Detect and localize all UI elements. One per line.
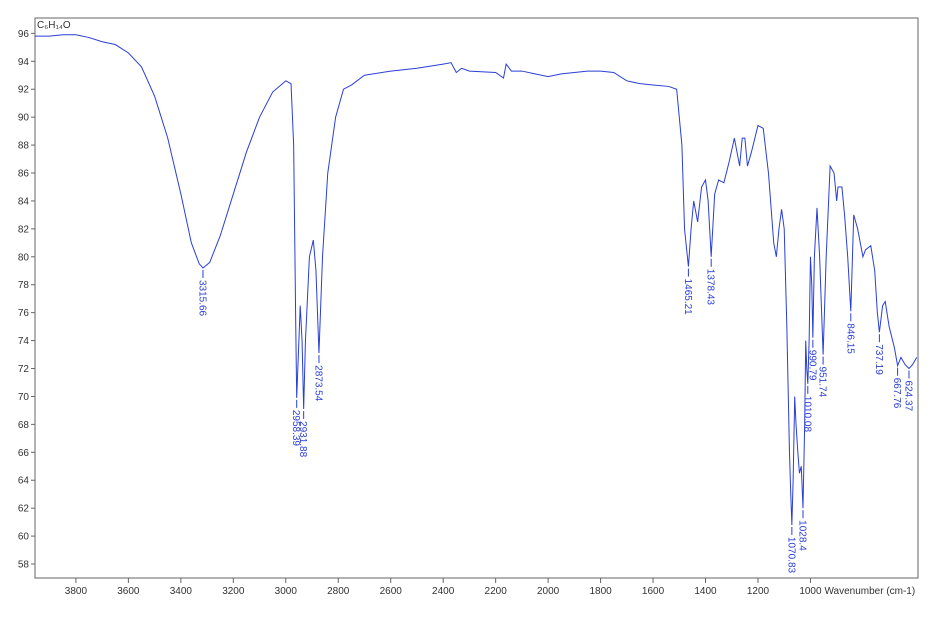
y-tick-label: 74 bbox=[18, 336, 30, 347]
x-tick-label: 2200 bbox=[485, 586, 508, 597]
spectrum-line bbox=[35, 34, 918, 525]
x-tick-label: 1200 bbox=[747, 586, 770, 597]
y-tick-label: 88 bbox=[18, 141, 30, 152]
y-tick-label: 96 bbox=[18, 29, 30, 40]
y-tick-label: 64 bbox=[18, 476, 30, 487]
peak-label: 1028.4 bbox=[796, 520, 807, 551]
x-tick-label: 2000 bbox=[537, 586, 560, 597]
x-tick-label: 3400 bbox=[170, 586, 193, 597]
y-tick-label: 62 bbox=[18, 504, 30, 515]
y-tick-label: 86 bbox=[18, 169, 30, 180]
peak-label: 2873.54 bbox=[312, 365, 323, 402]
plot-frame bbox=[34, 17, 919, 579]
y-tick-label: 90 bbox=[18, 113, 30, 124]
x-tick-label: 2400 bbox=[432, 586, 455, 597]
peak-label: 624.37 bbox=[902, 381, 913, 412]
x-tick-label: 3200 bbox=[222, 586, 245, 597]
x-tick-label: 1000 bbox=[799, 586, 822, 597]
y-tick-label: 72 bbox=[18, 364, 30, 375]
y-tick-label: 80 bbox=[18, 252, 30, 263]
y-tick-label: 78 bbox=[18, 280, 30, 291]
peak-label: 2958.39 bbox=[290, 410, 301, 447]
peak-label: 1070.83 bbox=[785, 537, 796, 574]
y-tick-label: 68 bbox=[18, 420, 30, 431]
peak-label: 1010.08 bbox=[801, 396, 812, 433]
y-tick-label: 94 bbox=[18, 57, 30, 68]
peak-label: 1378.43 bbox=[705, 269, 716, 306]
x-tick-label: 2600 bbox=[380, 586, 403, 597]
y-tick-label: 66 bbox=[18, 448, 30, 459]
x-tick-label: 3800 bbox=[65, 586, 88, 597]
peak-label: 2931.88 bbox=[297, 421, 308, 458]
peak-label: 737.19 bbox=[873, 344, 884, 375]
y-tick-label: 60 bbox=[18, 532, 30, 543]
x-tick-label: 3000 bbox=[275, 586, 298, 597]
y-tick-label: 84 bbox=[18, 196, 30, 207]
x-axis-label: Wavenumber (cm-1) bbox=[824, 586, 915, 597]
peak-label: 667.76 bbox=[891, 378, 902, 409]
y-tick-label: 70 bbox=[18, 392, 30, 403]
y-tick-label: 82 bbox=[18, 224, 30, 235]
peak-label: 1465.21 bbox=[682, 279, 693, 316]
peak-label: 846.15 bbox=[844, 323, 855, 354]
x-tick-label: 2800 bbox=[327, 586, 350, 597]
y-tick-label: 76 bbox=[18, 308, 30, 319]
y-tick-label: 58 bbox=[18, 560, 30, 571]
chart-title: C₆H₁₄O bbox=[37, 20, 71, 31]
x-tick-label: 1800 bbox=[589, 586, 612, 597]
y-tick-label: 92 bbox=[18, 85, 30, 96]
peak-label: 3315.66 bbox=[196, 280, 207, 317]
x-tick-label: 1600 bbox=[642, 586, 665, 597]
x-tick-label: 3600 bbox=[117, 586, 140, 597]
x-tick-label: 1400 bbox=[694, 586, 717, 597]
peak-label: 951.74 bbox=[817, 367, 828, 398]
peak-label: 990.79 bbox=[806, 350, 817, 381]
